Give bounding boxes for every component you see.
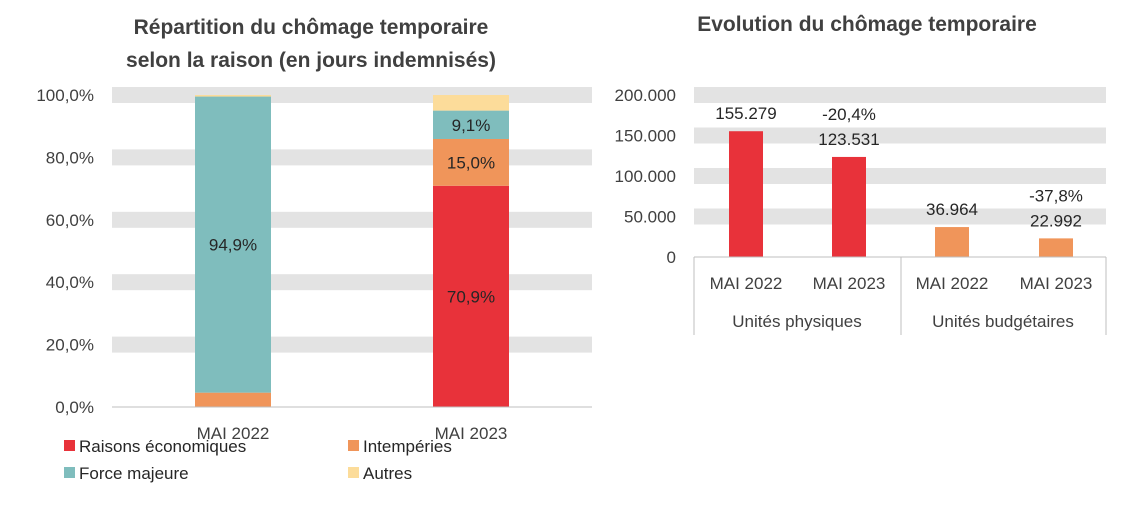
legend-swatch <box>348 440 359 451</box>
right-x-tick-label: MAI 2023 <box>1020 274 1093 293</box>
right-y-tick-label: 150.000 <box>615 127 676 146</box>
left-gridline-band <box>112 211 592 228</box>
left-gridline-band <box>112 149 592 166</box>
left-chart-title-line-2: selon la raison (en jours indemnisés) <box>126 49 496 72</box>
right-y-tick-label: 100.000 <box>615 167 676 186</box>
legend-swatch <box>64 440 75 451</box>
right-chart-title: Evolution du chômage temporaire <box>697 13 1037 36</box>
right-bar-value-label: 123.531 <box>818 130 879 149</box>
left-y-axis: 0,0% 20,0% 40,0% 60,0% 80,0% 100,0% <box>36 86 94 417</box>
right-chart: Evolution du chômage temporaire 0 50.000 1… <box>615 13 1107 335</box>
right-bar <box>832 156 866 257</box>
legend-label: Autres <box>363 464 412 483</box>
left-y-tick-label: 100,0% <box>36 86 94 105</box>
left-y-tick-label: 40,0% <box>46 273 94 292</box>
right-bars: 155.279 123.531 -20,4% 36.964 22.992 -37,8% <box>715 104 1083 257</box>
left-chart: Répartition du chômage temporaire selon … <box>36 16 592 483</box>
legend-swatch <box>348 467 359 478</box>
left-gridline-band <box>112 336 592 353</box>
left-bar-segment <box>195 95 271 97</box>
right-bar-value-label: 36.964 <box>926 200 978 219</box>
legend-label: Raisons économiques <box>79 437 246 456</box>
left-legend: Raisons économiques Intempéries Force maje… <box>64 437 452 483</box>
right-x-axis: MAI 2022 MAI 2023 MAI 2022 MAI 2023 Unités p… <box>693 256 1107 335</box>
left-bar-segment <box>195 392 271 407</box>
right-group-label: Unités physiques <box>732 312 861 331</box>
legend-swatch <box>64 467 75 478</box>
right-gridlines <box>694 87 1106 225</box>
right-bar-change-label: -20,4% <box>822 105 876 124</box>
left-bar-segment <box>433 185 509 407</box>
left-bars: 94,9% 70,9% 15,0% 9,1% <box>195 95 509 407</box>
right-bar <box>1039 238 1073 257</box>
left-y-tick-label: 80,0% <box>46 148 94 167</box>
right-bar-value-label: 22.992 <box>1030 211 1082 230</box>
right-group-label: Unités budgétaires <box>932 312 1074 331</box>
left-gridline-band <box>112 87 592 103</box>
left-x-axis: MAI 2022 MAI 2023 <box>197 424 508 443</box>
left-x-tick-label: MAI 2023 <box>435 424 508 443</box>
left-x-tick-label: MAI 2022 <box>197 424 270 443</box>
left-gridline-band <box>112 274 592 291</box>
right-bar-value-label: 155.279 <box>715 104 776 123</box>
left-bar-data-label: 15,0% <box>447 153 495 172</box>
right-gridline-band <box>694 127 1106 144</box>
right-bar <box>935 227 969 257</box>
legend-label: Force majeure <box>79 464 189 483</box>
right-gridline-band <box>694 208 1106 225</box>
right-x-tick-label: MAI 2022 <box>710 274 783 293</box>
left-bar-data-label: 70,9% <box>447 287 495 306</box>
right-y-tick-label: 200.000 <box>615 86 676 105</box>
left-bar-data-label: 94,9% <box>209 236 257 255</box>
right-bar <box>729 131 763 257</box>
left-y-tick-label: 0,0% <box>55 398 94 417</box>
right-gridline-band <box>694 87 1106 103</box>
left-chart-title-line-1: Répartition du chômage temporaire <box>134 16 489 39</box>
right-gridline-band <box>694 168 1106 184</box>
left-bar-data-label: 9,1% <box>452 116 491 135</box>
right-y-tick-label: 50.000 <box>624 208 676 227</box>
left-bar-segment <box>433 110 509 139</box>
left-bar-segment <box>433 138 509 186</box>
legend-label: Intempéries <box>363 437 452 456</box>
left-y-tick-label: 60,0% <box>46 211 94 230</box>
right-y-tick-label: 0 <box>667 248 676 267</box>
left-bar-segment <box>195 96 271 393</box>
right-bar-change-label: -37,8% <box>1029 186 1083 205</box>
left-bar-segment <box>433 95 509 111</box>
left-y-tick-label: 20,0% <box>46 336 94 355</box>
right-x-tick-label: MAI 2023 <box>813 274 886 293</box>
right-y-axis: 0 50.000 100.000 150.000 200.000 <box>615 86 676 267</box>
right-x-tick-label: MAI 2022 <box>916 274 989 293</box>
left-gridlines <box>112 87 592 353</box>
